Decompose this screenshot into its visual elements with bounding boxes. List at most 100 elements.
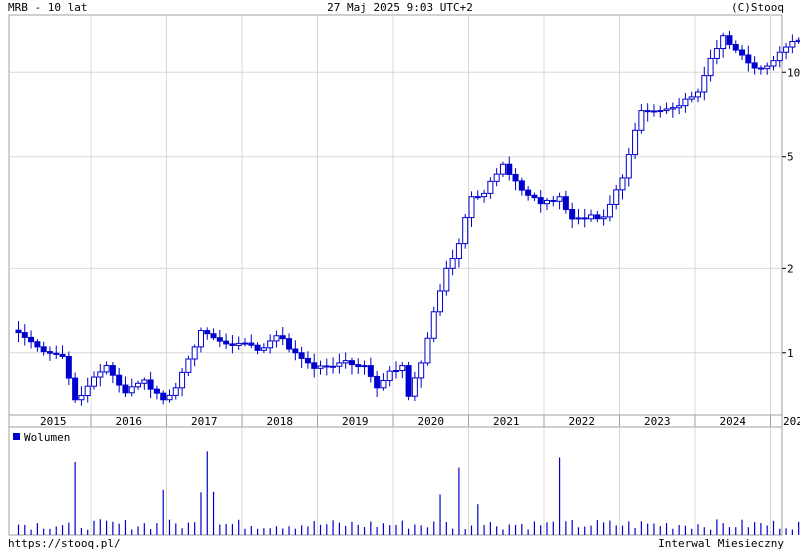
candle-up [619, 177, 626, 191]
candle-down [15, 329, 22, 334]
candle-up [380, 380, 387, 389]
candle-up [588, 214, 595, 220]
candle-down [569, 209, 576, 220]
x-tick-label: 2022 [569, 415, 596, 428]
candle-up [625, 154, 632, 179]
candle-down [581, 217, 588, 220]
candle-down [292, 348, 299, 354]
candle-down [537, 197, 544, 205]
candle-up [544, 199, 550, 205]
candle-down [311, 362, 318, 369]
candle-up [273, 335, 280, 342]
candle-up [386, 370, 393, 382]
volume-panel-frame [8, 426, 783, 536]
copyright-label: (C)Stooq [731, 1, 784, 14]
candle-up [330, 365, 337, 368]
candle-up [682, 98, 689, 107]
candle-up [197, 330, 204, 348]
candle-down [518, 180, 525, 191]
candle-up [575, 217, 582, 220]
candle-up [179, 371, 186, 389]
candle-up [657, 110, 664, 113]
candle-up [764, 65, 771, 70]
candle-up [455, 243, 462, 260]
candle-down [160, 392, 167, 401]
candle-up [449, 258, 456, 269]
candle-up [650, 110, 657, 113]
candle-down [525, 189, 532, 196]
candle-up [688, 96, 695, 100]
candle-down [147, 379, 154, 390]
candle-up [669, 107, 676, 110]
candle-down [122, 384, 129, 394]
candle-down [304, 357, 311, 364]
candle-up [468, 196, 475, 219]
candle-down [374, 375, 381, 389]
candle-up [663, 108, 670, 112]
y-axis-ticks: 1 2 5 10 [782, 66, 800, 360]
candle-up [713, 48, 720, 59]
candle-down [298, 352, 305, 359]
x-tick-label: 2017 [191, 415, 218, 428]
candle-down [531, 194, 538, 199]
candle-down [644, 110, 651, 113]
candle-up [613, 189, 620, 205]
volume-bars [17, 451, 800, 535]
y-tick-label: 1 [787, 347, 794, 360]
candle-down [348, 360, 355, 366]
candle-up [443, 267, 450, 292]
candle-up [695, 91, 701, 98]
candle-down [405, 365, 412, 397]
candle-up [411, 377, 418, 397]
candle-up [795, 39, 800, 43]
candle-down [550, 199, 557, 202]
candle-up [235, 342, 242, 346]
candle-up [474, 196, 481, 199]
candle-up [462, 217, 469, 245]
candle-up [676, 105, 683, 109]
candle-up [103, 365, 110, 373]
candle-down [216, 337, 223, 342]
candle-down [562, 196, 569, 211]
candle-down [355, 364, 362, 368]
candle-down [21, 332, 28, 338]
source-link[interactable]: https://stooq.pl/ [8, 537, 121, 550]
interval-label: Interwal Miesieczny [658, 537, 784, 550]
candle-up [499, 163, 506, 175]
candle-down [279, 335, 286, 340]
candle-up [770, 60, 777, 67]
x-tick-label: 2016 [116, 415, 143, 428]
candle-up [141, 379, 148, 384]
candle-down [367, 365, 374, 377]
x-tick-label: 2015 [40, 415, 67, 428]
candle-up [437, 290, 444, 313]
candle-up [361, 365, 368, 368]
candle-down [751, 62, 758, 69]
chart-timestamp: 27 Maj 2025 9:03 UTC+2 [327, 1, 473, 14]
candle-up [789, 41, 796, 48]
candle-up [336, 362, 343, 367]
candle-down [323, 365, 330, 368]
candle-up [776, 51, 783, 62]
candle-down [732, 43, 739, 51]
candle-up [638, 110, 645, 131]
candle-down [204, 330, 211, 335]
candle-up [632, 129, 639, 156]
price-grid [9, 15, 782, 415]
x-tick-label: 2019 [342, 415, 369, 428]
candle-up [260, 347, 267, 351]
candle-up [84, 385, 91, 397]
candle-up [97, 371, 104, 378]
candle-up [600, 216, 607, 220]
price-candles [15, 30, 800, 406]
candle-up [393, 370, 399, 373]
candle-down [46, 351, 53, 354]
candle-up [487, 180, 494, 194]
volume-legend-label: Wolumen [24, 431, 70, 444]
candle-down [59, 353, 66, 357]
candle-down [72, 377, 79, 401]
candle-down [65, 355, 72, 379]
candle-down [40, 346, 47, 353]
candle-down [109, 365, 116, 376]
